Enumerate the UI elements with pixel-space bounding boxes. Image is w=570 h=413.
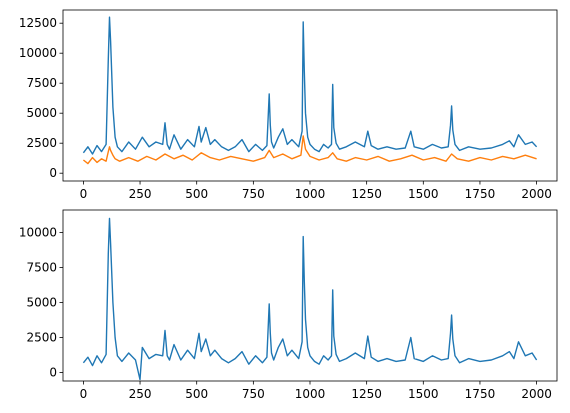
- x-tick-label: 2000: [521, 387, 552, 401]
- y-tick-label: 0: [49, 366, 57, 380]
- x-tick-label: 1250: [351, 387, 382, 401]
- x-tick-label: 2000: [521, 187, 552, 201]
- y-tick-label: 2500: [26, 136, 57, 150]
- x-tick-label: 0: [80, 387, 88, 401]
- y-tick-label: 2500: [26, 331, 57, 345]
- x-tick-label: 0: [80, 187, 88, 201]
- x-tick-label: 750: [242, 387, 265, 401]
- subplot-top: 0 250 500 750 1000 1250 1500 1750 2000 0 2500 5000…: [19, 9, 558, 201]
- x-tick-label: 500: [185, 387, 208, 401]
- x-tick-label: 250: [129, 187, 152, 201]
- x-tick-label: 1750: [465, 187, 496, 201]
- y-tick-label: 10000: [19, 46, 57, 60]
- x-tick-label: 1250: [351, 187, 382, 201]
- y-tick-label: 7500: [26, 76, 57, 90]
- x-tick-label: 1000: [295, 187, 326, 201]
- y-ticks: 0 2500 5000 7500 10000 12500: [19, 16, 63, 180]
- y-tick-label: 12500: [19, 16, 57, 30]
- x-tick-label: 1500: [408, 187, 439, 201]
- x-tick-label: 1000: [295, 387, 326, 401]
- y-tick-label: 5000: [26, 296, 57, 310]
- y-tick-label: 0: [49, 166, 57, 180]
- x-ticks: 0 250 500 750 1000 1250 1500 1750 2000: [80, 381, 552, 401]
- x-ticks: 0 250 500 750 1000 1250 1500 1750 2000: [80, 181, 552, 201]
- series-line-2: [82, 135, 537, 165]
- y-tick-label: 7500: [26, 260, 57, 274]
- y-tick-label: 10000: [19, 225, 57, 239]
- x-tick-label: 1750: [465, 387, 496, 401]
- x-tick-label: 250: [129, 387, 152, 401]
- series-line-1: [82, 16, 538, 155]
- series-line-1: [82, 217, 538, 381]
- y-tick-label: 5000: [26, 106, 57, 120]
- series-group: [82, 217, 538, 381]
- x-tick-label: 500: [185, 187, 208, 201]
- subplot-bottom: 0 250 500 750 1000 1250 1500 1750 2000 0 2500 5000…: [19, 209, 558, 401]
- x-tick-label: 1500: [408, 387, 439, 401]
- series-group: [82, 16, 538, 165]
- y-ticks: 0 2500 5000 7500 10000: [19, 225, 63, 380]
- x-tick-label: 750: [242, 187, 265, 201]
